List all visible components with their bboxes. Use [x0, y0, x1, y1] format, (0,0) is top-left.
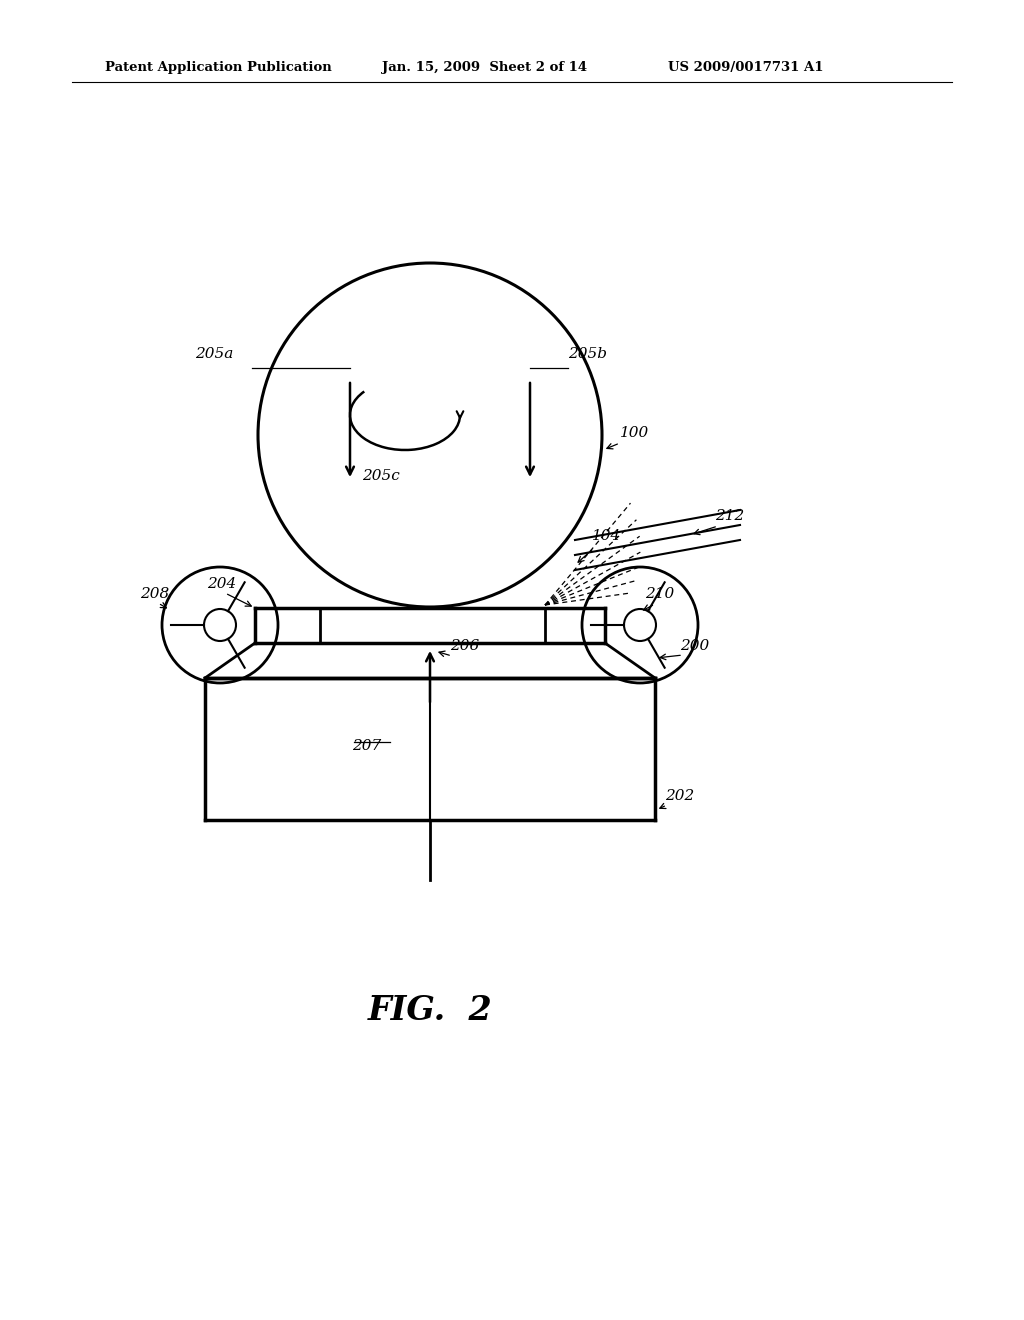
- Text: 207: 207: [352, 739, 381, 752]
- Text: 208: 208: [140, 587, 169, 601]
- Text: 205a: 205a: [195, 347, 233, 360]
- Text: Patent Application Publication: Patent Application Publication: [105, 62, 332, 74]
- Text: 205c: 205c: [362, 469, 399, 483]
- Text: FIG.  2: FIG. 2: [368, 994, 493, 1027]
- Text: 212: 212: [715, 510, 744, 523]
- Text: 204: 204: [207, 577, 237, 591]
- Text: US 2009/0017731 A1: US 2009/0017731 A1: [668, 62, 823, 74]
- Text: 200: 200: [680, 639, 710, 653]
- Text: 205b: 205b: [568, 347, 607, 360]
- Text: 210: 210: [645, 587, 674, 601]
- Text: 202: 202: [665, 789, 694, 803]
- Text: Jan. 15, 2009  Sheet 2 of 14: Jan. 15, 2009 Sheet 2 of 14: [382, 62, 587, 74]
- Text: 104: 104: [592, 529, 622, 543]
- Text: 100: 100: [620, 426, 649, 440]
- Text: 206: 206: [450, 639, 479, 653]
